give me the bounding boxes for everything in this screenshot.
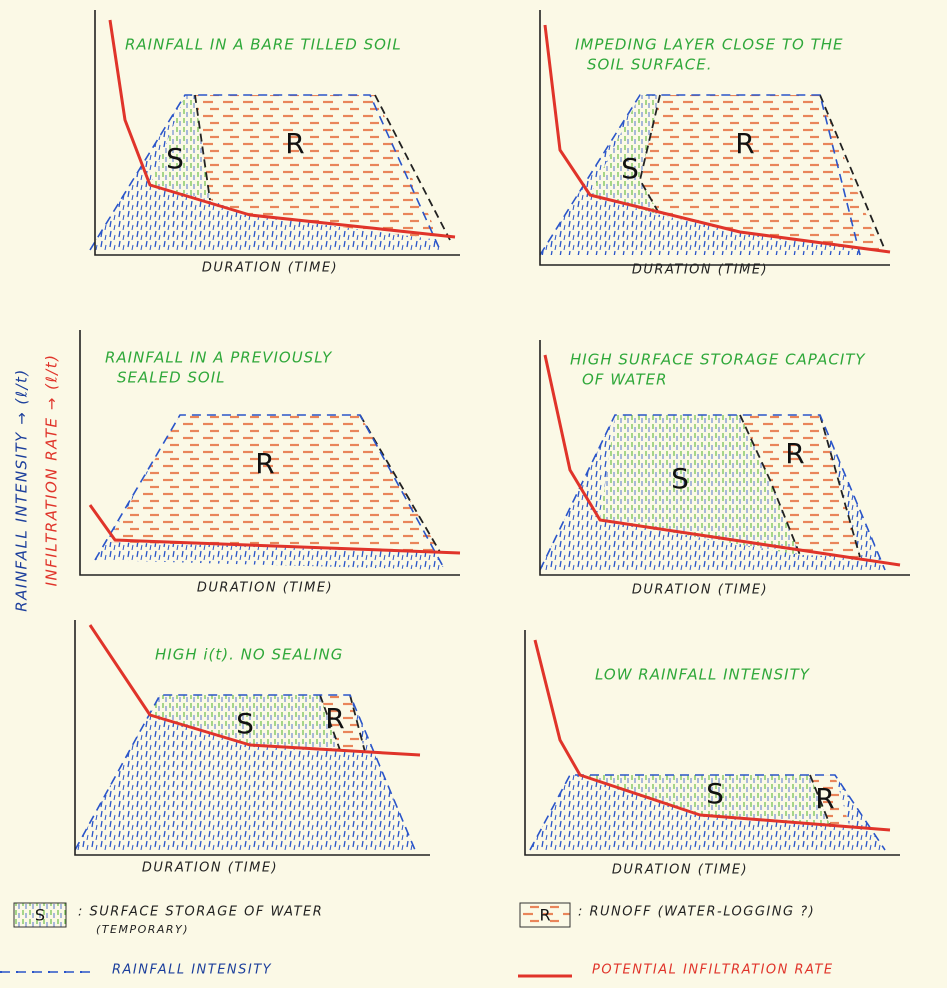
panel-title: HIGH SURFACE STORAGE CAPACITY bbox=[570, 351, 866, 369]
legend-text: : RUNOFF (WATER-LOGGING ?) bbox=[578, 905, 815, 920]
region-label: R bbox=[735, 127, 754, 160]
y-label-infiltration: INFILTRATION RATE → (ℓ/t) bbox=[43, 354, 61, 587]
panel-title: LOW RAINFALL INTENSITY bbox=[595, 666, 811, 684]
region-label: S bbox=[166, 142, 184, 175]
legend-text: POTENTIAL INFILTRATION RATE bbox=[592, 963, 834, 978]
panel-title: SOIL SURFACE. bbox=[587, 56, 713, 74]
y-label-rainfall: RAINFALL INTENSITY → (ℓ/t) bbox=[13, 368, 31, 612]
region-label: R bbox=[815, 782, 834, 815]
panels: RAINFALL IN A BARE TILLED SOIL DURATION (… bbox=[75, 10, 910, 878]
legend-symbol: S bbox=[35, 906, 45, 925]
x-axis-label: DURATION (TIME) bbox=[632, 583, 768, 598]
x-axis-label: DURATION (TIME) bbox=[632, 263, 768, 278]
region-label: R bbox=[325, 702, 344, 735]
diagram: RAINFALL IN A BARE TILLED SOIL DURATION (… bbox=[0, 0, 947, 988]
runoff-area bbox=[108, 415, 440, 552]
legend-symbol: R bbox=[539, 906, 550, 925]
panel-title: OF WATER bbox=[582, 371, 668, 389]
panel-title: SEALED SOIL bbox=[117, 369, 226, 387]
x-axis-label: DURATION (TIME) bbox=[197, 581, 333, 596]
region-label: R bbox=[255, 447, 274, 480]
region-label: S bbox=[706, 777, 724, 810]
x-axis-label: DURATION (TIME) bbox=[142, 861, 278, 876]
region-label: S bbox=[621, 152, 639, 185]
panel-title: HIGH i(t). NO SEALING bbox=[155, 646, 343, 664]
region-label: S bbox=[236, 707, 254, 740]
panel-title: RAINFALL IN A PREVIOUSLY bbox=[105, 349, 333, 367]
x-axis-label: DURATION (TIME) bbox=[202, 261, 338, 276]
region-label: S bbox=[671, 462, 689, 495]
x-axis-label: DURATION (TIME) bbox=[612, 863, 748, 878]
legend-text: (TEMPORARY) bbox=[96, 923, 189, 936]
legend-text: : SURFACE STORAGE OF WATER bbox=[78, 905, 323, 920]
region-label: R bbox=[285, 127, 304, 160]
legend-text: RAINFALL INTENSITY bbox=[112, 963, 272, 978]
region-label: R bbox=[785, 437, 804, 470]
panel-title: IMPEDING LAYER CLOSE TO THE bbox=[575, 36, 844, 54]
panel-title: RAINFALL IN A BARE TILLED SOIL bbox=[125, 36, 402, 54]
